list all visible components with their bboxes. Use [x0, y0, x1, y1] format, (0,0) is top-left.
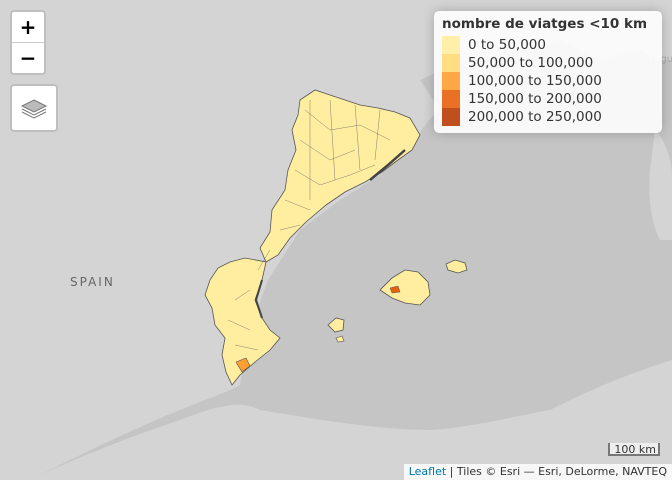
region-alicante-highlight[interactable] [235, 357, 251, 373]
legend-swatch [442, 108, 460, 126]
legend-swatch [442, 54, 460, 72]
legend-item: 50,000 to 100,000 [442, 54, 654, 72]
legend-item: 200,000 to 250,000 [442, 108, 654, 126]
legend-label: 0 to 50,000 [468, 37, 546, 53]
scale-bar: 100 km [608, 443, 660, 456]
legend-label: 150,000 to 200,000 [468, 91, 602, 107]
legend-swatch [442, 72, 460, 90]
zoom-control: + − [10, 10, 46, 75]
island-ibiza[interactable] [327, 317, 345, 333]
palma-highlight[interactable] [389, 285, 401, 294]
legend: nombre de viatges <10 km 0 to 50,000 50,… [434, 11, 662, 133]
layers-control-button[interactable] [10, 84, 58, 132]
attribution: Leaflet | Tiles © Esri — Esri, DeLorme, … [403, 464, 672, 480]
legend-item: 100,000 to 150,000 [442, 72, 654, 90]
zoom-out-button[interactable]: − [12, 42, 44, 73]
legend-item: 0 to 50,000 [442, 36, 654, 54]
island-menorca[interactable] [445, 259, 468, 274]
edge-place-label: Ligu [652, 54, 672, 65]
legend-item: 150,000 to 200,000 [442, 90, 654, 108]
attribution-text: | Tiles © Esri — Esri, DeLorme, NAVTEQ [446, 465, 667, 478]
layers-icon [20, 99, 48, 119]
valencia-coast [254, 279, 263, 319]
zoom-in-button[interactable]: + [19, 15, 37, 39]
legend-label: 200,000 to 250,000 [468, 109, 602, 125]
municipal-borders [227, 99, 391, 351]
island-mallorca[interactable] [379, 269, 431, 306]
island-formentera[interactable] [335, 335, 345, 343]
legend-title: nombre de viatges <10 km [442, 16, 648, 32]
legend-swatch [442, 90, 460, 108]
region-catalonia[interactable] [259, 89, 421, 263]
legend-label: 100,000 to 150,000 [468, 73, 602, 89]
leaflet-link[interactable]: Leaflet [408, 465, 447, 478]
sea-area [30, 60, 672, 480]
country-label-spain: SPAIN [70, 275, 115, 289]
africa-land [30, 395, 672, 480]
legend-swatch [442, 36, 460, 54]
sardinia-land [649, 130, 672, 240]
region-valencia[interactable] [204, 257, 281, 386]
legend-label: 50,000 to 100,000 [468, 55, 594, 71]
barcelona-area [369, 149, 406, 181]
